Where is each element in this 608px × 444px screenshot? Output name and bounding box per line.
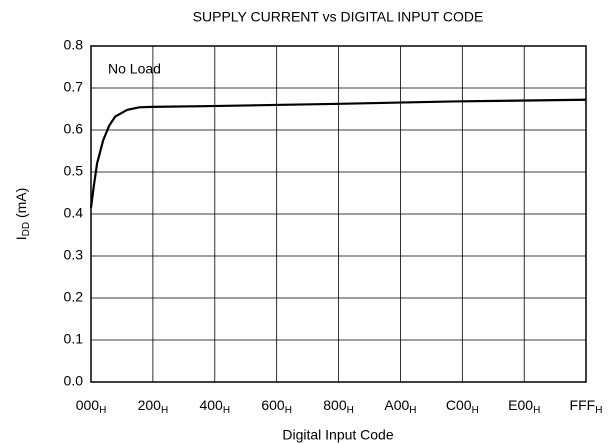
y-tick-label: 0.3 [64, 247, 84, 263]
y-tick-label: 0.0 [64, 373, 84, 389]
x-tick-text: 400 [199, 397, 223, 413]
y-tick-label: 0.8 [64, 37, 84, 53]
y-tick-label: 0.4 [64, 205, 84, 221]
y-tick-label: 0.6 [64, 121, 84, 137]
x-tick-label: A00H [384, 397, 416, 416]
x-tick-text: 200 [138, 397, 162, 413]
x-tick-label: E00H [508, 397, 540, 416]
y-tick-label: 0.1 [64, 331, 84, 347]
x-tick-subscript: H [161, 405, 168, 416]
x-tick-text: 800 [323, 397, 347, 413]
y-axis-label: IDD (mA) [13, 188, 32, 241]
x-tick-text: C00 [446, 397, 472, 413]
chart-title: SUPPLY CURRENT vs DIGITAL INPUT CODE [193, 9, 484, 25]
x-tick-label: 400H [199, 397, 230, 416]
y-label-sub: DD [21, 222, 32, 236]
x-tick-text: A00 [384, 397, 409, 413]
x-tick-label: 200H [138, 397, 169, 416]
x-tick-text: 600 [261, 397, 285, 413]
x-tick-subscript: H [285, 405, 292, 416]
x-tick-label: 800H [323, 397, 354, 416]
plot-frame [90, 45, 587, 383]
x-tick-label: 000H [76, 397, 107, 416]
x-tick-subscript: H [595, 405, 602, 416]
x-tick-label: FFFH [570, 397, 603, 416]
x-tick-subscript: H [472, 405, 479, 416]
x-tick-subscript: H [347, 405, 354, 416]
data-line [89, 98, 587, 208]
x-tick-label: 600H [261, 397, 292, 416]
x-axis-label: Digital Input Code [282, 427, 394, 443]
y-tick-label: 0.5 [64, 163, 84, 179]
x-tick-subscript: H [99, 405, 106, 416]
annotation: No Load [108, 61, 161, 77]
x-tick-subscript: H [533, 405, 540, 416]
x-tick-text: 000 [76, 397, 100, 413]
x-tick-subscript: H [409, 405, 416, 416]
x-tick-subscript: H [223, 405, 230, 416]
x-tick-label: C00H [446, 397, 479, 416]
x-tick-text: FFF [570, 397, 596, 413]
y-label-unit: (mA) [13, 188, 29, 222]
y-tick-label: 0.2 [64, 289, 84, 305]
y-tick-label: 0.7 [64, 79, 84, 95]
x-tick-text: E00 [508, 397, 533, 413]
y-label-main: I [13, 236, 29, 240]
